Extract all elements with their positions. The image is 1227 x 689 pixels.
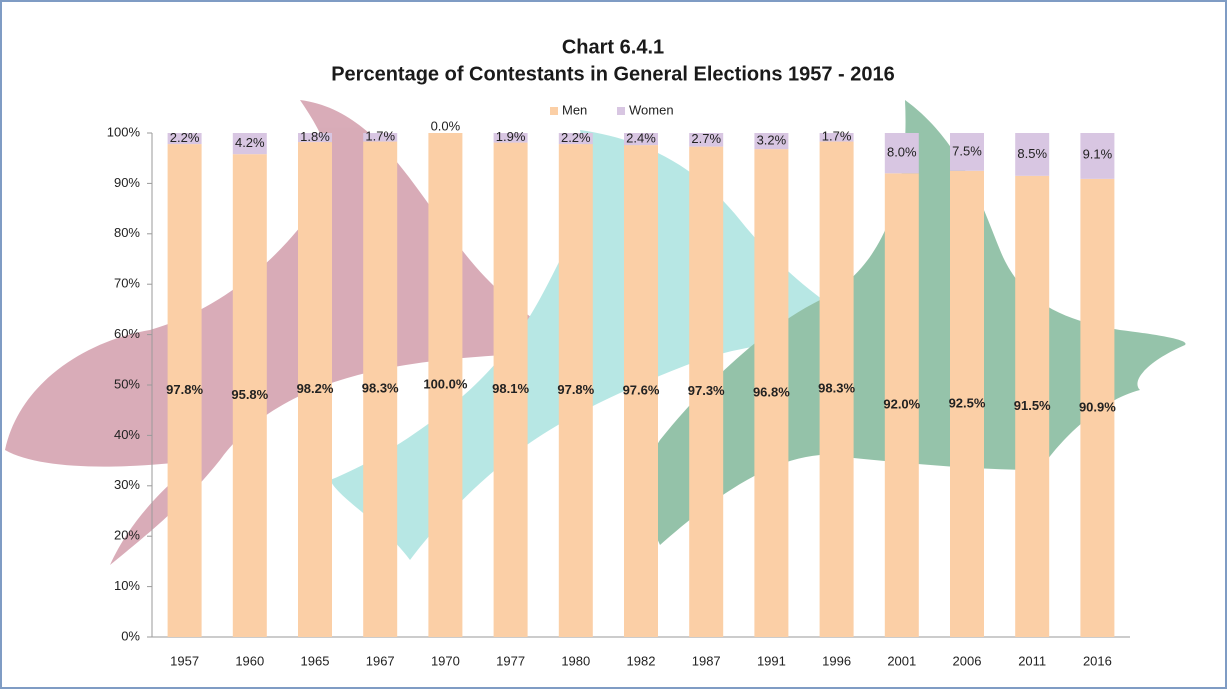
legend-label: Men <box>562 102 587 117</box>
x-tick-label: 1967 <box>366 653 395 668</box>
x-tick-label: 1996 <box>822 653 851 668</box>
value-label-women: 2.4% <box>626 130 656 145</box>
value-label-women: 1.8% <box>300 129 330 144</box>
y-tick-label: 100% <box>107 124 141 139</box>
value-label-women: 4.2% <box>235 135 265 150</box>
x-tick-label: 1965 <box>301 653 330 668</box>
value-label-women: 8.5% <box>1017 146 1047 161</box>
value-label-men: 92.0% <box>883 397 920 412</box>
y-tick-label: 10% <box>114 578 140 593</box>
value-label-women: 0.0% <box>431 118 461 133</box>
value-label-women: 1.7% <box>822 129 852 144</box>
value-label-men: 96.8% <box>753 385 790 400</box>
x-tick-label: 1982 <box>627 653 656 668</box>
x-tick-label: 1970 <box>431 653 460 668</box>
x-tick-label: 1980 <box>561 653 590 668</box>
value-label-men: 97.8% <box>557 382 594 397</box>
chart-subtitle: Percentage of Contestants in General Ele… <box>331 63 895 85</box>
x-tick-label: 1977 <box>496 653 525 668</box>
value-label-men: 91.5% <box>1014 398 1051 413</box>
x-tick-label: 2011 <box>1018 653 1046 668</box>
value-label-men: 97.6% <box>623 382 660 397</box>
value-label-women: 7.5% <box>952 143 982 158</box>
legend-label: Women <box>629 102 674 117</box>
y-tick-label: 80% <box>114 225 140 240</box>
value-label-men: 98.3% <box>818 381 855 396</box>
value-label-women: 2.2% <box>170 130 200 145</box>
y-tick-label: 70% <box>114 276 140 291</box>
y-tick-label: 0% <box>121 628 140 643</box>
value-label-women: 9.1% <box>1083 146 1113 161</box>
chart-title: Chart 6.4.1 <box>562 36 664 58</box>
value-label-women: 3.2% <box>757 133 787 148</box>
y-tick-label: 50% <box>114 376 140 391</box>
x-tick-label: 1957 <box>170 653 199 668</box>
y-tick-label: 40% <box>114 427 140 442</box>
value-label-men: 90.9% <box>1079 399 1116 414</box>
value-label-men: 98.3% <box>362 381 399 396</box>
y-tick-label: 20% <box>114 528 140 543</box>
value-label-men: 97.8% <box>166 382 203 397</box>
value-label-men: 98.2% <box>297 381 334 396</box>
value-label-women: 2.7% <box>691 131 721 146</box>
x-tick-label: 2016 <box>1083 653 1112 668</box>
value-label-men: 100.0% <box>423 376 468 391</box>
value-label-women: 1.9% <box>496 129 526 144</box>
value-label-men: 92.5% <box>949 395 986 410</box>
value-label-women: 2.2% <box>561 130 591 145</box>
x-tick-label: 1960 <box>235 653 264 668</box>
value-label-men: 95.8% <box>231 387 268 402</box>
chart: Chart 6.4.1 Percentage of Contestants in… <box>0 0 1227 689</box>
x-tick-label: 1987 <box>692 653 721 668</box>
x-tick-label: 1991 <box>757 653 786 668</box>
legend-swatch <box>550 107 558 115</box>
y-tick-label: 30% <box>114 477 140 492</box>
x-tick-label: 2001 <box>887 653 916 668</box>
value-label-women: 1.7% <box>365 129 395 144</box>
y-tick-label: 90% <box>114 175 140 190</box>
y-tick-label: 60% <box>114 326 140 341</box>
value-label-men: 97.3% <box>688 383 725 398</box>
value-label-men: 98.1% <box>492 381 529 396</box>
x-tick-label: 2006 <box>953 653 982 668</box>
value-label-women: 8.0% <box>887 145 917 160</box>
legend-swatch <box>617 107 625 115</box>
